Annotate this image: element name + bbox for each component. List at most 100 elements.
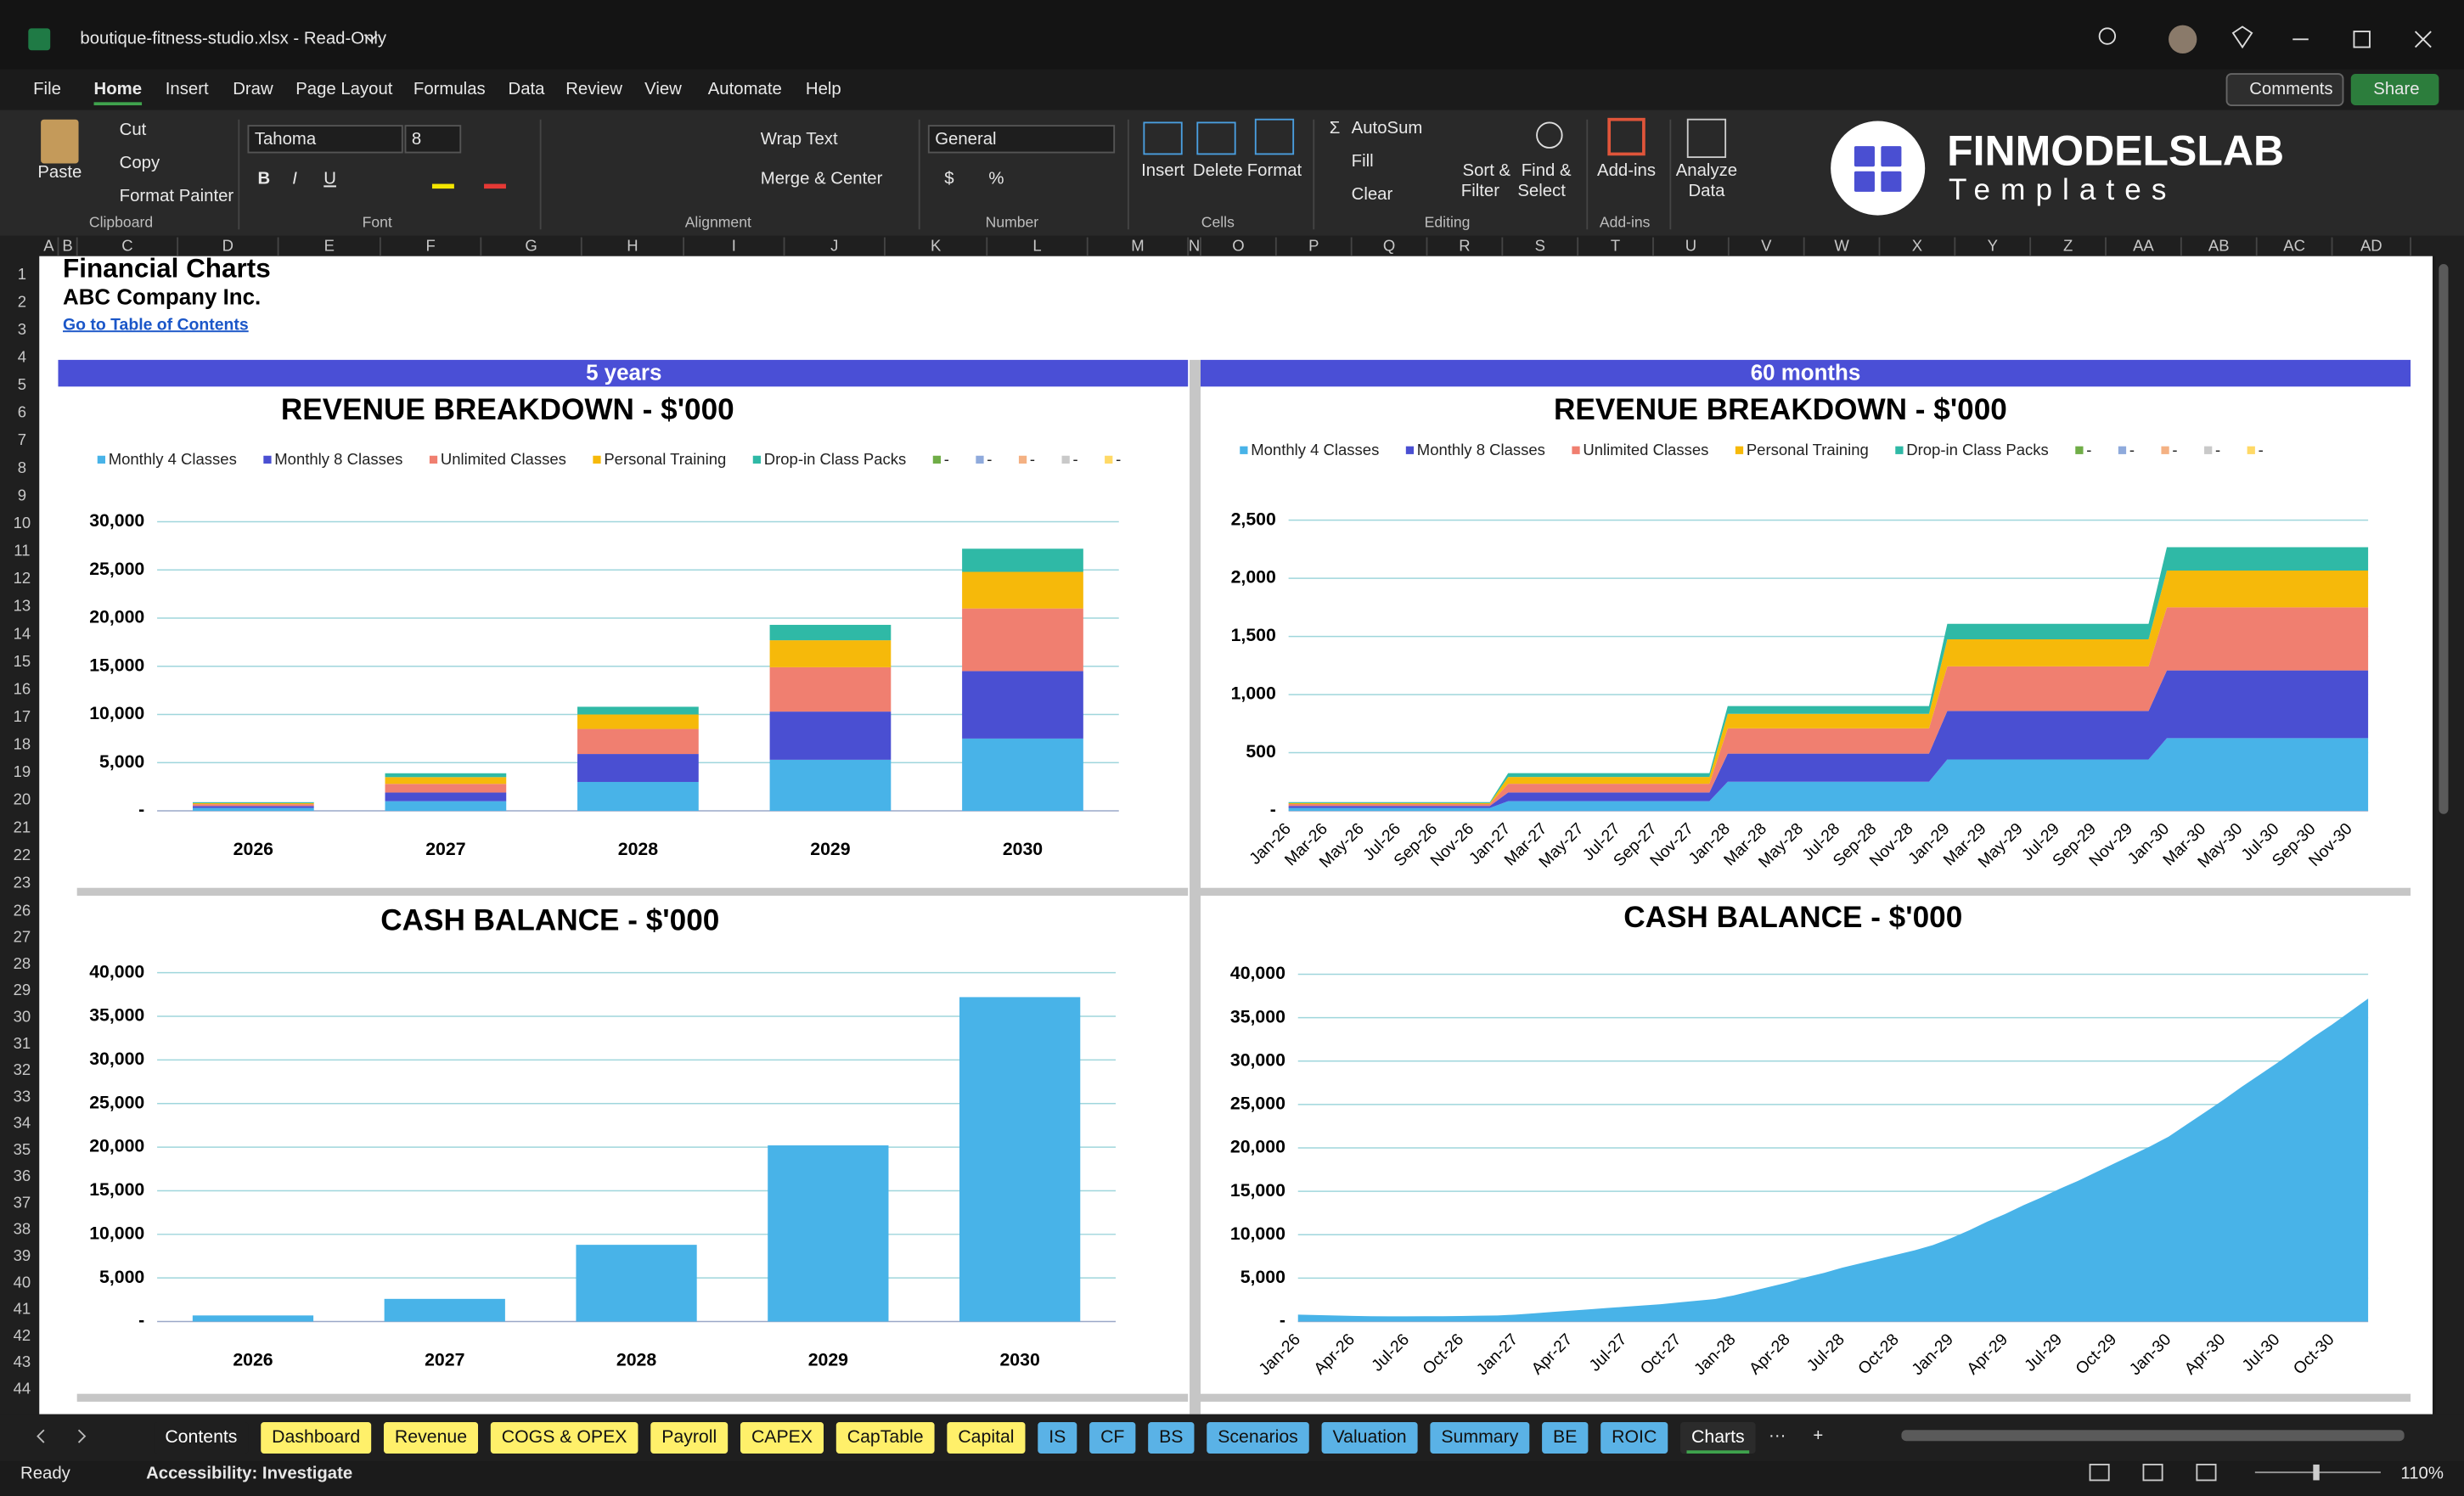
- format-painter[interactable]: Format Painter: [120, 187, 234, 205]
- sheet-tab[interactable]: [1148, 1421, 1195, 1454]
- sheet-tab[interactable]: [1680, 1421, 1756, 1454]
- currency-button[interactable]: $: [944, 169, 954, 188]
- row-header: 34: [14, 1114, 31, 1132]
- row-header: 13: [14, 597, 31, 615]
- analyze-1[interactable]: Analyze: [1676, 161, 1737, 180]
- cut[interactable]: Cut: [120, 121, 147, 139]
- insert-icon[interactable]: [1143, 121, 1183, 155]
- highlight-color[interactable]: [431, 183, 454, 189]
- delete[interactable]: Delete: [1193, 161, 1243, 180]
- copy[interactable]: Copy: [120, 154, 160, 172]
- sheet-tab[interactable]: [1321, 1421, 1418, 1454]
- y-tick-label: 1,000: [1231, 683, 1276, 704]
- menu-item[interactable]: Page Layout: [295, 80, 393, 98]
- share-button[interactable]: [2350, 74, 2439, 106]
- y-tick-label: 500: [1246, 741, 1275, 762]
- sheet-tab[interactable]: [490, 1421, 639, 1454]
- sheet-tab[interactable]: [1542, 1421, 1589, 1454]
- sheet-tab[interactable]: [650, 1421, 729, 1454]
- avatar[interactable]: [2169, 25, 2197, 53]
- font-name: Tahoma: [255, 130, 317, 149]
- font-size-box[interactable]: [404, 125, 462, 154]
- addins[interactable]: Add-ins: [1597, 161, 1656, 180]
- page-break-view[interactable]: [2196, 1464, 2217, 1482]
- fill[interactable]: Fill: [1352, 152, 1374, 171]
- row-header: 37: [14, 1193, 31, 1211]
- normal-view[interactable]: [2089, 1464, 2110, 1482]
- v-scroll-thumb[interactable]: [2439, 263, 2449, 814]
- bold-button[interactable]: B: [258, 169, 271, 188]
- sheet-tab[interactable]: [1038, 1421, 1077, 1454]
- sort-filter-2[interactable]: Filter: [1461, 182, 1499, 200]
- menu-item[interactable]: Automate: [708, 80, 782, 98]
- y-tick-label: 20,000: [1230, 1137, 1285, 1157]
- comments-button[interactable]: [2225, 73, 2344, 106]
- panel-divider: [1190, 359, 1201, 1414]
- menu-item[interactable]: File: [33, 80, 61, 98]
- sheet-tab-label: BS: [1159, 1426, 1183, 1447]
- sheet-tab[interactable]: [154, 1421, 249, 1454]
- format-icon[interactable]: [1254, 118, 1295, 155]
- sheet-tab[interactable]: [947, 1421, 1026, 1454]
- sort-filter-1[interactable]: Sort &: [1463, 161, 1511, 180]
- bar: [192, 1315, 314, 1322]
- paste[interactable]: Paste: [37, 163, 82, 182]
- merge-center[interactable]: Merge & Center: [761, 169, 883, 188]
- sheet-tab[interactable]: [835, 1421, 935, 1454]
- menu-item[interactable]: Insert: [166, 80, 209, 98]
- logo-tagline: Templates: [1949, 173, 2177, 206]
- find-select-2[interactable]: Select: [1517, 182, 1566, 200]
- sheet-tab[interactable]: [740, 1421, 824, 1454]
- x-tick-label: 2030: [1003, 839, 1043, 859]
- y-tick-label: 15,000: [1230, 1180, 1285, 1201]
- paste-icon[interactable]: [41, 119, 79, 164]
- wrap-text[interactable]: Wrap Text: [761, 130, 838, 149]
- sheet-tab[interactable]: [1430, 1421, 1530, 1454]
- font-color[interactable]: [484, 183, 506, 189]
- sheet-tab[interactable]: [1207, 1421, 1309, 1454]
- autosum[interactable]: AutoSum: [1352, 119, 1423, 138]
- search-icon[interactable]: [2098, 27, 2117, 45]
- find-select-1[interactable]: Find &: [1522, 161, 1572, 180]
- more-tabs[interactable]: ···: [1769, 1426, 1786, 1445]
- menu-item[interactable]: Draw: [233, 80, 273, 98]
- underline-button[interactable]: U: [323, 169, 336, 188]
- format[interactable]: Format: [1247, 161, 1302, 180]
- percent-button[interactable]: %: [988, 169, 1004, 188]
- tab-scroll[interactable]: [37, 1429, 87, 1443]
- h-scroll-thumb[interactable]: [1901, 1430, 2405, 1442]
- number-format-box[interactable]: [927, 125, 1116, 154]
- restore[interactable]: [2353, 31, 2371, 48]
- close[interactable]: [2414, 31, 2432, 48]
- menu-item[interactable]: View: [644, 80, 682, 98]
- italic-button[interactable]: I: [292, 169, 297, 188]
- legend-label: -: [2215, 441, 2220, 458]
- add-sheet[interactable]: +: [1813, 1426, 1823, 1445]
- clear[interactable]: Clear: [1352, 185, 1393, 204]
- addins-icon[interactable]: [1607, 117, 1645, 156]
- row-header: 27: [14, 928, 31, 946]
- status-accessibility[interactable]: Accessibility: Investigate: [146, 1464, 352, 1482]
- menu-item[interactable]: Review: [565, 80, 622, 98]
- menu-item[interactable]: Home: [94, 80, 143, 98]
- premium-icon[interactable]: [2231, 25, 2253, 49]
- analyze-2[interactable]: Data: [1688, 182, 1725, 200]
- legend-swatch: [263, 455, 272, 464]
- menu-item[interactable]: Formulas: [413, 80, 486, 98]
- sheet-tab[interactable]: [1600, 1421, 1668, 1454]
- column-header: R: [1459, 236, 1470, 254]
- menu-item[interactable]: Data: [509, 80, 546, 98]
- page-layout-view[interactable]: [2142, 1464, 2163, 1482]
- sheet-tab[interactable]: [383, 1421, 479, 1454]
- font-name-box[interactable]: [247, 125, 403, 154]
- zoom-thumb[interactable]: [2313, 1464, 2320, 1481]
- delete-icon[interactable]: [1196, 121, 1236, 155]
- title-dropdown[interactable]: [363, 34, 378, 42]
- analyze-icon[interactable]: [1686, 118, 1727, 159]
- sheet-tab[interactable]: [261, 1421, 372, 1454]
- row-header: 2: [18, 292, 26, 310]
- toc-link[interactable]: Go to Table of Contents: [63, 315, 249, 334]
- menu-item[interactable]: Help: [806, 80, 841, 98]
- sheet-tab[interactable]: [1089, 1421, 1136, 1454]
- insert[interactable]: Insert: [1141, 161, 1184, 180]
